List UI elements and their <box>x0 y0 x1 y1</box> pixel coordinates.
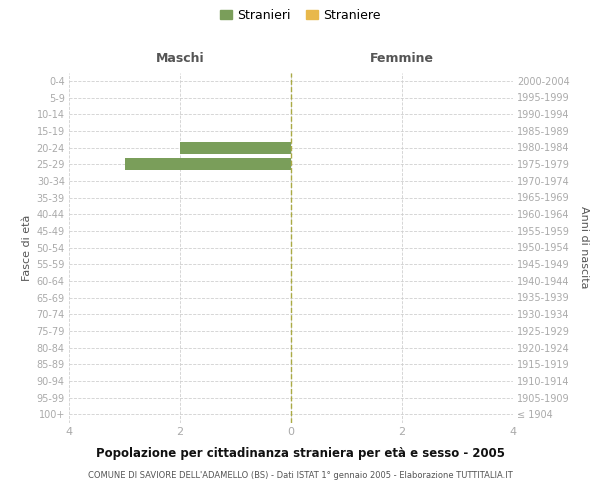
Bar <box>125 158 291 170</box>
Text: Femmine: Femmine <box>370 52 434 66</box>
Bar <box>180 142 291 154</box>
Legend: Stranieri, Straniere: Stranieri, Straniere <box>220 8 380 22</box>
Y-axis label: Anni di nascita: Anni di nascita <box>580 206 589 288</box>
Text: Popolazione per cittadinanza straniera per età e sesso - 2005: Popolazione per cittadinanza straniera p… <box>95 448 505 460</box>
Y-axis label: Fasce di età: Fasce di età <box>22 214 32 280</box>
Text: Maschi: Maschi <box>155 52 205 66</box>
Text: COMUNE DI SAVIORE DELL'ADAMELLO (BS) - Dati ISTAT 1° gennaio 2005 - Elaborazione: COMUNE DI SAVIORE DELL'ADAMELLO (BS) - D… <box>88 471 512 480</box>
